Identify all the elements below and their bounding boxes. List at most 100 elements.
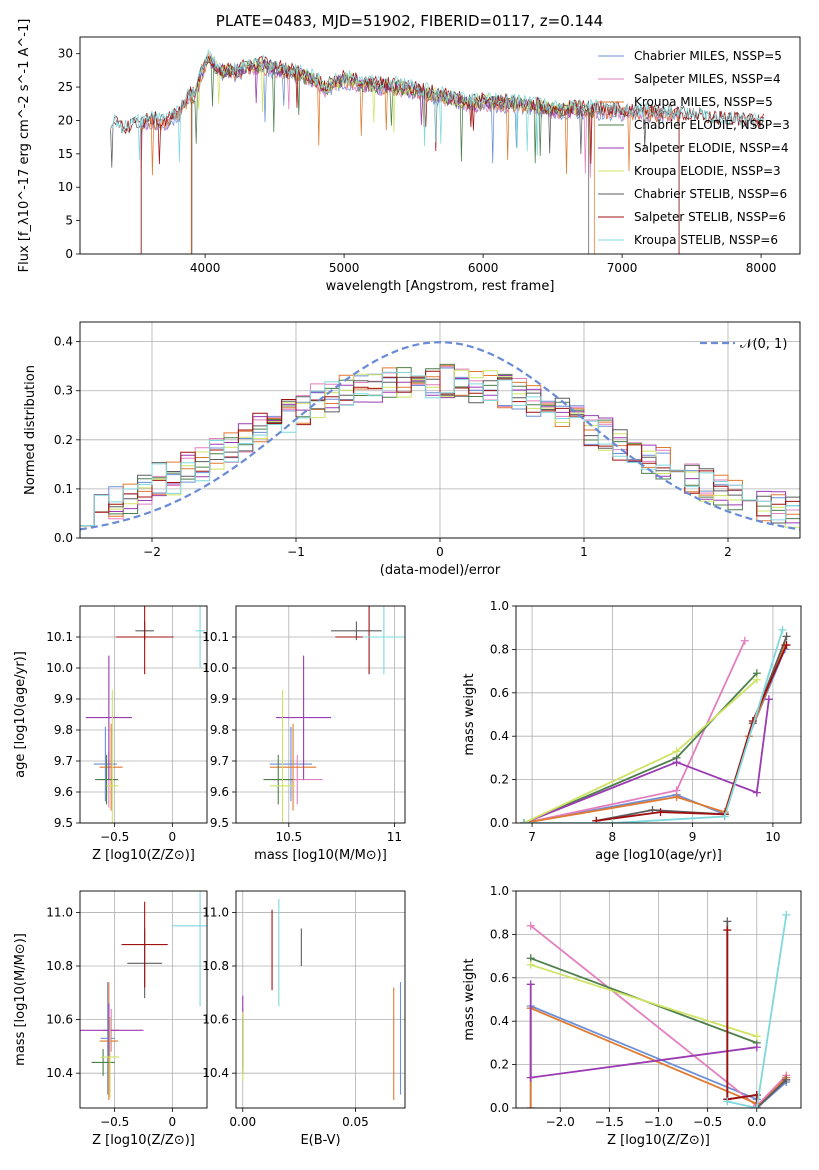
x-tick-label: 4000 xyxy=(190,261,221,275)
plus-marker xyxy=(526,1104,535,1108)
y-tick-label: 0.4 xyxy=(490,1014,509,1028)
x-tick-label: −1.5 xyxy=(595,1115,624,1129)
data-point xyxy=(85,655,132,780)
y-tick-label: 0.3 xyxy=(54,384,73,398)
x-tick-label: −0.5 xyxy=(100,830,129,844)
x-tick-label: 0.00 xyxy=(229,1115,256,1129)
x-tick-label: 8000 xyxy=(746,261,777,275)
x-tick-label: 0.05 xyxy=(342,1115,369,1129)
ticks: −0.5 0 9.5 9.6 9.7 9.8 9.9 10.0 10.1 xyxy=(46,630,176,844)
data-point xyxy=(91,1049,115,1076)
y-tick-label: 10.8 xyxy=(202,959,229,973)
plus-marker xyxy=(672,758,681,767)
y-tick-label: 0.8 xyxy=(490,642,509,656)
data-point xyxy=(95,754,119,805)
data-point xyxy=(80,1003,144,1058)
legend-entry: Chabrier ELODIE, NSSP=3 xyxy=(634,118,790,132)
x-tick-label: 9 xyxy=(689,830,697,844)
legend-entry: Kroupa ELODIE, NSSP=3 xyxy=(634,164,781,178)
plus-marker xyxy=(778,625,787,634)
y-tick-label: 0.0 xyxy=(490,1101,509,1115)
weight-line xyxy=(523,699,770,823)
x-tick-label: 5000 xyxy=(329,261,360,275)
y-axis-label: mass weight xyxy=(462,958,477,1040)
legend-entry: 𝒩(0, 1) xyxy=(740,337,787,352)
plus-marker xyxy=(592,816,601,823)
x-axis-label: mass [log10(M/M⊙)] xyxy=(254,848,387,863)
x-tick-label: 0 xyxy=(169,1115,177,1129)
data-point xyxy=(276,655,332,780)
y-axis-label: mass weight xyxy=(462,673,477,755)
plus-marker xyxy=(672,792,681,801)
data-point xyxy=(121,901,168,988)
y-tick-label: 5 xyxy=(65,214,73,228)
y-tick-label: 9.7 xyxy=(210,754,229,768)
y-tick-label: 9.8 xyxy=(54,723,73,737)
mass-vs-metallicity-plot: −0.5 0 10.4 10.6 10.8 11.0 Z [log10(Z/Z⊙)] mass… xyxy=(13,890,208,1148)
y-tick-label: 10.1 xyxy=(202,630,229,644)
y-tick-label: 0.6 xyxy=(490,686,509,700)
axes-frame xyxy=(79,36,801,255)
legend-entry: Salpeter ELODIE, NSSP=4 xyxy=(634,141,789,155)
plus-marker xyxy=(526,921,535,930)
y-tick-label: 0 xyxy=(65,247,73,261)
data-point xyxy=(362,606,405,675)
ticks: 7 8 9 10 0.0 0.2 0.4 0.6 0.8 1.0 xyxy=(490,599,781,844)
y-tick-label: 10.4 xyxy=(46,1066,73,1080)
y-tick-label: 11.0 xyxy=(202,905,229,919)
x-axis-label: wavelength [Angstrom, rest frame] xyxy=(326,279,555,294)
x-tick-label: −2.0 xyxy=(546,1115,575,1129)
grid-lines xyxy=(516,605,801,824)
mass-vs-extinction-plot: 0.00 0.05 10.4 10.6 10.8 11.0 E(B-V) xyxy=(202,890,406,1148)
data-point xyxy=(269,726,313,802)
y-tick-label: 25 xyxy=(58,80,73,94)
x-tick-label: −1.0 xyxy=(644,1115,673,1129)
plus-marker xyxy=(672,747,681,756)
y-tick-label: 9.9 xyxy=(210,692,229,706)
y-tick-label: 9.8 xyxy=(210,723,229,737)
plus-marker xyxy=(723,1097,732,1106)
axes-frame xyxy=(515,890,802,1109)
ticks: 10.5 11 9.5 9.6 9.7 9.8 9.9 10.0 10.1 xyxy=(202,630,402,844)
error-bars xyxy=(242,899,402,1100)
plus-marker xyxy=(520,819,529,823)
y-axis-label: mass [log10(M/M⊙)] xyxy=(13,933,28,1066)
plus-marker xyxy=(526,960,535,969)
plus-marker xyxy=(782,1075,791,1084)
ticks: 0.00 0.05 10.4 10.6 10.8 11.0 xyxy=(202,905,369,1129)
plus-marker xyxy=(656,808,665,817)
x-tick-label: −0.5 xyxy=(100,1115,129,1129)
x-tick-label: 11 xyxy=(387,830,402,844)
x-tick-label: 8 xyxy=(609,830,617,844)
histograms xyxy=(80,341,800,538)
legend-entry: Chabrier MILES, NSSP=5 xyxy=(634,49,782,63)
y-tick-label: 10.1 xyxy=(46,630,73,644)
weight-line xyxy=(726,930,758,1108)
plus-marker xyxy=(752,1032,761,1041)
y-tick-label: 0.0 xyxy=(490,816,509,830)
spectrum-plot: 4000 5000 6000 7000 8000 0 5 10 15 20 25 30 waveleng… xyxy=(17,19,801,294)
y-tick-label: 10.0 xyxy=(202,661,229,675)
grid-lines xyxy=(80,322,800,539)
ticks: −2 −1 0 1 2 0.0 0.1 0.2 0.3 0.4 xyxy=(54,335,732,559)
x-tick-label: 6000 xyxy=(468,261,499,275)
grid-lines xyxy=(80,606,207,824)
x-axis-label: E(B-V) xyxy=(300,1133,340,1148)
axes-frame xyxy=(515,605,802,824)
y-tick-label: 10.6 xyxy=(202,1013,229,1027)
weight-line xyxy=(727,914,788,1108)
y-tick-label: 0.1 xyxy=(54,482,73,496)
weight-line xyxy=(523,644,786,823)
y-tick-label: 9.6 xyxy=(54,785,73,799)
y-tick-label: 0.2 xyxy=(490,1058,509,1072)
ticks: −0.5 0 10.4 10.6 10.8 11.0 xyxy=(46,905,176,1129)
data-point xyxy=(100,1016,120,1098)
legend-entry: Kroupa MILES, NSSP=5 xyxy=(634,95,773,109)
spectra xyxy=(110,49,764,254)
y-tick-label: 30 xyxy=(58,47,73,61)
axes-frame xyxy=(79,605,208,824)
residual-histogram: −2 −1 0 1 2 0.0 0.1 0.2 0.3 0.4 (data-model)/error… xyxy=(23,321,801,578)
legend-entry: Salpeter MILES, NSSP=4 xyxy=(634,72,781,86)
y-tick-label: 10 xyxy=(58,180,73,194)
